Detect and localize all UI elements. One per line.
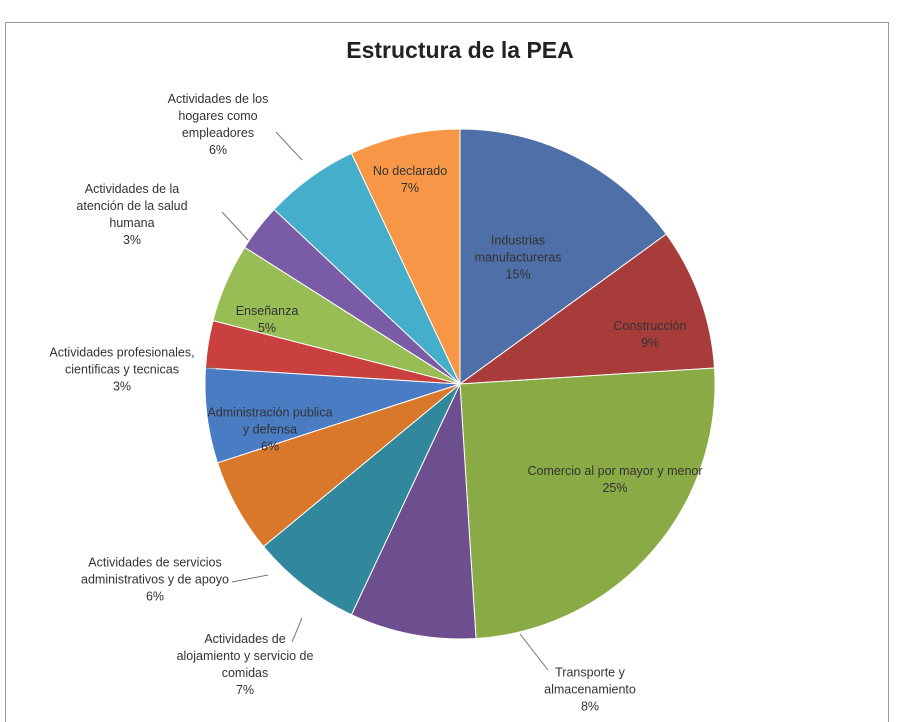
value-label: 7% (400, 181, 420, 195)
pie-slice (262, 383, 461, 616)
slice-label: Actividades profesionales, cientificas y… (27, 345, 217, 396)
leader-line (221, 211, 249, 241)
leader-line (275, 131, 303, 161)
slice-label: Enseñanza 5% (217, 303, 317, 337)
value-label: 8% (580, 699, 600, 714)
value-label: 3% (122, 233, 142, 247)
leader-line (291, 617, 303, 643)
value-label: 9% (640, 336, 660, 350)
category-name: Actividades profesionales, cientificas y… (49, 345, 195, 377)
chart-title: Estructura de la PEA (346, 37, 574, 63)
value-label: 6% (145, 589, 165, 604)
slice-label: Industrias manufactureras 15% (453, 233, 583, 284)
pie-slice (459, 367, 716, 640)
value-label: 25% (602, 481, 628, 495)
slice-label: Administración publica y defensa 6% (205, 405, 335, 456)
category-name: Transporte y almacenamiento (544, 665, 636, 697)
category-name: Actividades de los hogares como empleado… (167, 92, 269, 140)
leader-line (231, 574, 269, 583)
category-name: Construcción (613, 319, 687, 333)
slice-label: Actividades de los hogares como empleado… (148, 91, 288, 159)
pie-slice (350, 383, 477, 640)
category-name: Comercio al por mayor y menor (527, 464, 703, 478)
category-name: Actividades de servicios administrativos… (81, 555, 229, 587)
slice-label: Transporte y almacenamiento 8% (530, 665, 650, 716)
pie-slice (459, 128, 667, 385)
category-name: Actividades de la atención de la salud h… (76, 182, 188, 230)
category-name: Industrias manufactureras (474, 233, 562, 265)
slice-label: Comercio al por mayor y menor 25% (525, 463, 705, 497)
value-label: 6% (260, 439, 280, 454)
pie-slice (458, 233, 716, 385)
value-label: 3% (112, 379, 132, 394)
value-label: 15% (505, 267, 531, 282)
slice-label: No declarado 7% (360, 163, 460, 197)
slice-label: Actividades de servicios administrativos… (65, 555, 245, 606)
slice-label: Actividades de alojamiento y servicio de… (175, 631, 315, 699)
category-name: Actividades de alojamiento y servicio de… (176, 632, 314, 680)
leader-line (519, 633, 549, 671)
category-name: Enseñanza (235, 304, 299, 318)
category-name: Administración publica y defensa (207, 405, 333, 437)
category-name: No declarado (372, 164, 448, 178)
slice-label: Actividades de la atención de la salud h… (62, 181, 202, 249)
value-label: 6% (208, 143, 228, 157)
pie-slice (350, 128, 461, 385)
value-label: 7% (235, 683, 255, 697)
value-label: 5% (257, 321, 277, 335)
slice-label: Construcción 9% (595, 318, 705, 352)
chart-frame (5, 22, 889, 722)
